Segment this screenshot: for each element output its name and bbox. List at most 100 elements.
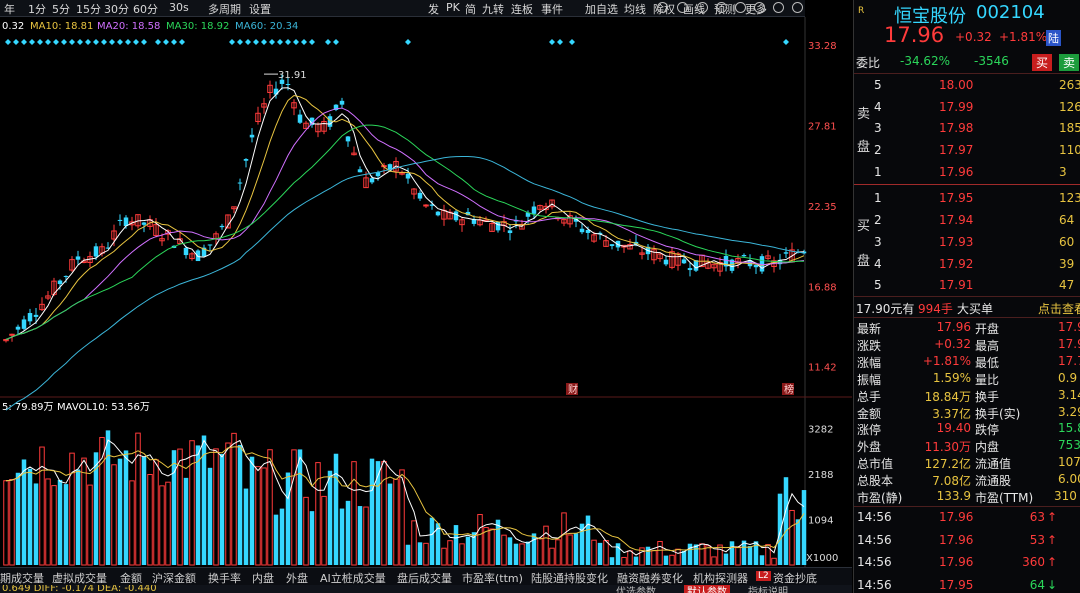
candle-up	[363, 177, 369, 189]
plus-icon[interactable]	[773, 2, 784, 13]
volume-bar-down	[741, 540, 747, 565]
sell-price: 17.99	[939, 100, 974, 114]
tab-60min[interactable]: 60分	[133, 3, 158, 16]
tab-1min[interactable]: 1分	[28, 3, 46, 16]
sell-volume: 263	[1059, 78, 1080, 92]
tab-30s[interactable]: 30s	[169, 1, 189, 14]
candle-up	[9, 333, 15, 336]
volume-bar-up	[411, 520, 417, 566]
candle-down	[405, 173, 411, 179]
candle-down	[93, 246, 99, 257]
candle-down	[525, 212, 531, 217]
stat-value: 3.37亿	[932, 406, 971, 421]
big-order-label: 大买单	[957, 302, 994, 316]
finance-marker-icon	[566, 383, 578, 395]
tab-pe-ttm[interactable]: 市盈率(ttm)	[462, 572, 523, 585]
candle-down	[573, 218, 579, 222]
tab-hsgt-change[interactable]: 陆股通持股变化	[531, 572, 608, 585]
event-diamond-icon	[13, 39, 19, 45]
sell-row: 5 18.00 263	[854, 77, 1080, 94]
volume-axis-label: 1094	[808, 515, 833, 526]
stat-value: 3.14%	[1058, 387, 1080, 402]
tool-pk[interactable]: PK	[446, 1, 460, 14]
scissors-icon[interactable]	[735, 2, 746, 13]
volume-bar-down	[753, 541, 759, 565]
crosshair-icon[interactable]	[716, 2, 727, 13]
tab-indicator-info[interactable]: 指标说明	[748, 587, 788, 593]
stat-value: 15.8	[1058, 421, 1080, 436]
stat-value: 18.84万	[924, 389, 971, 404]
tab-optimal-params[interactable]: 优选参数	[616, 587, 656, 593]
search-icon[interactable]	[657, 2, 668, 13]
candle-up	[291, 102, 297, 109]
lock-icon[interactable]	[754, 2, 765, 13]
volume-bar-up	[315, 462, 321, 566]
stat-label: 涨幅	[857, 355, 882, 370]
tab-virtual-volume[interactable]: 虚拟成交量	[52, 572, 107, 585]
tab-30min[interactable]: 30分	[104, 3, 129, 16]
tab-amount[interactable]: 金额	[120, 572, 142, 585]
tool-lianban[interactable]: 连板	[511, 3, 533, 16]
volume-bar-up	[135, 432, 141, 566]
tab-outer[interactable]: 外盘	[286, 572, 308, 585]
buy-volume: 60	[1059, 235, 1075, 249]
tab-inner[interactable]: 内盘	[252, 572, 274, 585]
tool-fa[interactable]: 发	[428, 3, 439, 16]
volume-bar-down	[375, 461, 381, 565]
candle-up	[591, 234, 597, 242]
big-order-link[interactable]: 点击查看	[1038, 302, 1080, 316]
tab-capital-bottom[interactable]: 资金抄底	[773, 572, 817, 585]
volume-bar-down	[615, 543, 621, 565]
tab-year[interactable]: 年	[4, 3, 15, 16]
tool-add-watch[interactable]: 加自选	[585, 3, 618, 16]
candle-down	[465, 211, 471, 216]
buy-price: 17.93	[939, 235, 974, 249]
volume-bar-up	[231, 432, 237, 566]
sell-level: 4	[874, 100, 882, 114]
event-diamond-icon	[549, 39, 555, 45]
candle-down	[429, 204, 435, 206]
tab-settings[interactable]: 设置	[249, 3, 271, 16]
tool-jiuzhuan[interactable]: 九转	[482, 3, 504, 16]
tab-15min[interactable]: 15分	[76, 3, 101, 16]
volume-bar-up	[519, 543, 525, 566]
weibi-pct: -34.62%	[900, 54, 951, 68]
sell-level: 2	[874, 143, 882, 157]
tab-multi-period[interactable]: 多周期	[208, 3, 241, 16]
volume-bar-up	[549, 547, 555, 566]
high-price-label: 31.91	[278, 70, 307, 81]
tool-events[interactable]: 事件	[541, 3, 563, 16]
tab-ai-volume[interactable]: AI立桩成交量	[320, 572, 386, 585]
tab-turnover[interactable]: 换手率	[208, 572, 241, 585]
candle-down	[387, 164, 393, 171]
tab-hs-amount[interactable]: 沪深金额	[152, 572, 196, 585]
tab-margin-change[interactable]: 融资融券变化	[617, 572, 683, 585]
volume-bar-down	[279, 508, 285, 565]
sell-button[interactable]: 卖	[1059, 54, 1080, 71]
hand-icon[interactable]	[677, 2, 688, 13]
volume-bar-down	[597, 542, 603, 565]
tab-after-hours[interactable]: 盘后成交量	[397, 572, 452, 585]
minus-icon[interactable]	[792, 2, 803, 13]
tab-period-volume[interactable]: 期成交量	[0, 572, 44, 585]
event-diamond-icon	[133, 39, 139, 45]
sell-price: 17.97	[939, 143, 974, 157]
ma30-legend: MA30: 18.92	[166, 21, 229, 32]
stat-label: 振幅	[857, 372, 882, 387]
tab-5min[interactable]: 5分	[52, 3, 70, 16]
tab-default-params[interactable]: 默认参数	[684, 585, 730, 593]
stat-value: 1.59%	[932, 370, 971, 385]
kline-chart-area[interactable]: 0.32 MA10: 18.81 MA20: 18.58 MA30: 18.92 MA6…	[0, 17, 852, 567]
vol-ma10-legend: MAVOL10: 53.56万	[57, 402, 150, 413]
candle-down	[693, 260, 699, 271]
tab-institution[interactable]: 机构探测器	[693, 572, 748, 585]
buy-button[interactable]: 买	[1032, 54, 1053, 71]
zoom-icon[interactable]	[697, 2, 708, 13]
stat-value: 133.9	[936, 489, 971, 503]
candle-up	[45, 295, 51, 299]
tool-ma[interactable]: 均线	[624, 3, 646, 16]
tick-price: 17.96	[939, 532, 974, 547]
tool-simple[interactable]: 简	[465, 3, 476, 16]
event-diamond-icon	[69, 39, 75, 45]
buy-row: 4 17.92 39	[854, 256, 1080, 273]
